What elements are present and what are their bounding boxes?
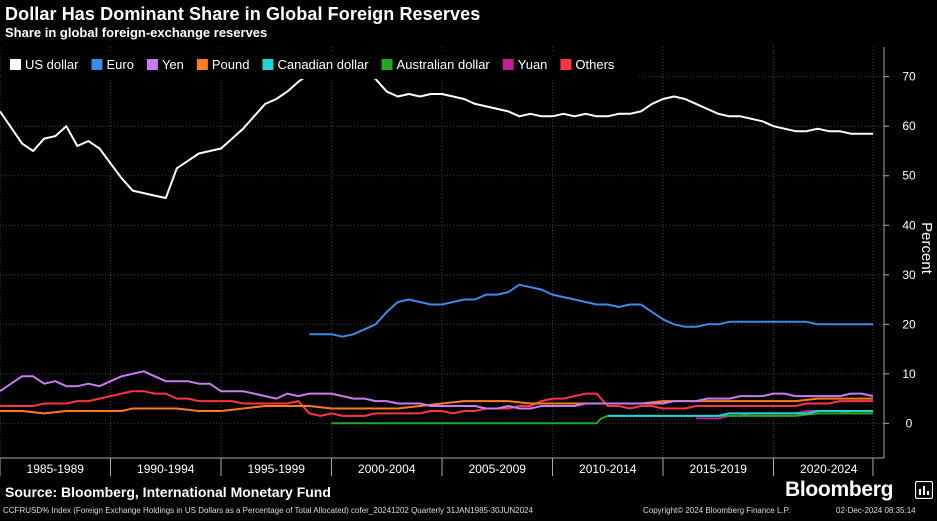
y-tick-label: 40 — [902, 218, 916, 232]
series-line-australian-dollar — [331, 412, 873, 425]
legend-swatch — [560, 59, 572, 70]
legend-item-pound: Pound — [196, 57, 250, 72]
legend-item-canadian-dollar: Canadian dollar — [262, 57, 369, 72]
x-tick-label: 2010-2014 — [579, 462, 637, 476]
y-tick-label: 0 — [906, 416, 913, 430]
series-line-euro — [309, 283, 873, 338]
x-tick-label: 1995-1999 — [248, 462, 306, 476]
chart-subtitle: Share in global foreign-exchange reserve… — [5, 25, 268, 40]
x-tick-label: 2000-2004 — [358, 462, 416, 476]
y-tick-label: 10 — [902, 367, 916, 381]
legend-label: Pound — [212, 57, 250, 72]
legend-label: US dollar — [25, 57, 79, 72]
series-line-others — [0, 390, 873, 417]
bloomberg-logo: Bloomberg — [785, 478, 894, 501]
legend-swatch — [502, 59, 514, 70]
terminal-icon — [915, 481, 933, 499]
x-tick-label: 1985-1989 — [27, 462, 85, 476]
y-tick-label: 60 — [902, 119, 916, 133]
legend-label: Yuan — [518, 57, 548, 72]
y-tick-label: 70 — [902, 70, 916, 84]
series-line-pound — [0, 397, 873, 415]
legend-label: Yen — [162, 57, 184, 72]
series-line-canadian-dollar — [607, 410, 873, 417]
legend-swatch — [10, 59, 21, 70]
series-line-us-dollar — [0, 63, 873, 199]
legend-swatch — [91, 59, 103, 70]
legend-item-euro: Euro — [91, 57, 134, 72]
x-tick-label: 1990-1994 — [137, 462, 195, 476]
copyright-note: Copyright© 2024 Bloomberg Finance L.P. — [643, 506, 791, 515]
source-note: Source: Bloomberg, International Monetar… — [5, 484, 331, 500]
legend-item-others: Others — [560, 57, 615, 72]
x-tick-label: 2015-2019 — [690, 462, 748, 476]
legend: US dollar Euro Yen Pound Canadian dollar Aust… — [3, 51, 638, 79]
x-tick-label: 2005-2009 — [469, 462, 527, 476]
timestamp: 02-Dec-2024 08:35:14 — [836, 506, 916, 515]
index-note: CCFRUSD% Index (Foreign Exchange Holding… — [3, 506, 533, 515]
series-lines — [0, 63, 874, 425]
legend-item-us-dollar: US dollar — [10, 57, 79, 72]
series-line-yen — [0, 370, 874, 410]
legend-item-yen: Yen — [146, 57, 184, 72]
y-tick-label: 20 — [902, 317, 916, 331]
y-tick-label: 30 — [902, 268, 916, 282]
legend-item-australian-dollar: Australian dollar — [381, 57, 491, 72]
y-tick-label: 50 — [902, 169, 916, 183]
y-axis-label: Percent — [918, 222, 935, 275]
legend-item-yuan: Yuan — [502, 57, 548, 72]
legend-label: Canadian dollar — [277, 57, 369, 72]
legend-swatch — [146, 59, 158, 70]
axes: 0 10 20 30 40 50 60 70 1985-1989 1990-1994 1995-19… — [0, 47, 935, 476]
legend-swatch — [262, 59, 274, 70]
legend-label: Others — [575, 57, 615, 72]
legend-label: Australian dollar — [397, 57, 491, 72]
chart-title: Dollar Has Dominant Share in Global Fore… — [5, 4, 481, 24]
legend-swatch — [196, 59, 208, 70]
x-tick-label: 2020-2024 — [800, 462, 858, 476]
legend-swatch — [381, 59, 393, 70]
legend-background — [3, 51, 638, 79]
legend-label: Euro — [106, 57, 133, 72]
